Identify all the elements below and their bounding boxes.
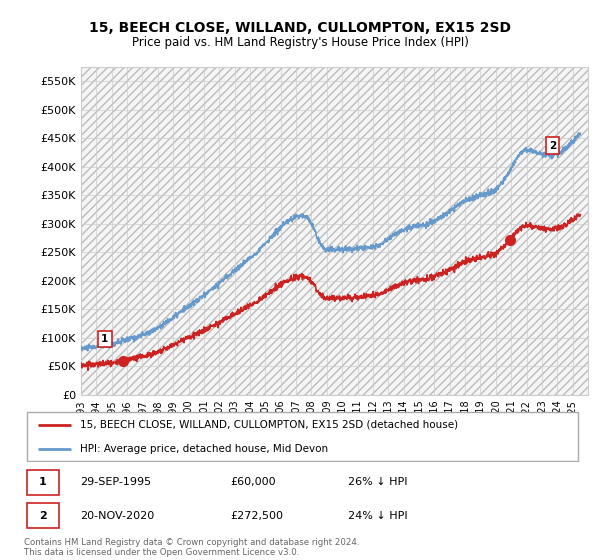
- Text: 24% ↓ HPI: 24% ↓ HPI: [347, 511, 407, 521]
- Text: 1: 1: [39, 477, 47, 487]
- Text: 1: 1: [101, 334, 109, 344]
- Text: 2: 2: [39, 511, 47, 521]
- Text: HPI: Average price, detached house, Mid Devon: HPI: Average price, detached house, Mid …: [80, 444, 328, 454]
- Text: £60,000: £60,000: [230, 477, 276, 487]
- FancyBboxPatch shape: [27, 503, 59, 528]
- Text: £272,500: £272,500: [230, 511, 283, 521]
- FancyBboxPatch shape: [27, 412, 578, 461]
- Text: 29-SEP-1995: 29-SEP-1995: [80, 477, 151, 487]
- FancyBboxPatch shape: [27, 470, 59, 495]
- Text: 15, BEECH CLOSE, WILLAND, CULLOMPTON, EX15 2SD (detached house): 15, BEECH CLOSE, WILLAND, CULLOMPTON, EX…: [80, 420, 458, 430]
- Text: 2: 2: [549, 141, 556, 151]
- Text: 20-NOV-2020: 20-NOV-2020: [80, 511, 154, 521]
- Text: Contains HM Land Registry data © Crown copyright and database right 2024.
This d: Contains HM Land Registry data © Crown c…: [24, 538, 359, 557]
- Text: 15, BEECH CLOSE, WILLAND, CULLOMPTON, EX15 2SD: 15, BEECH CLOSE, WILLAND, CULLOMPTON, EX…: [89, 21, 511, 35]
- Text: Price paid vs. HM Land Registry's House Price Index (HPI): Price paid vs. HM Land Registry's House …: [131, 36, 469, 49]
- Text: 26% ↓ HPI: 26% ↓ HPI: [347, 477, 407, 487]
